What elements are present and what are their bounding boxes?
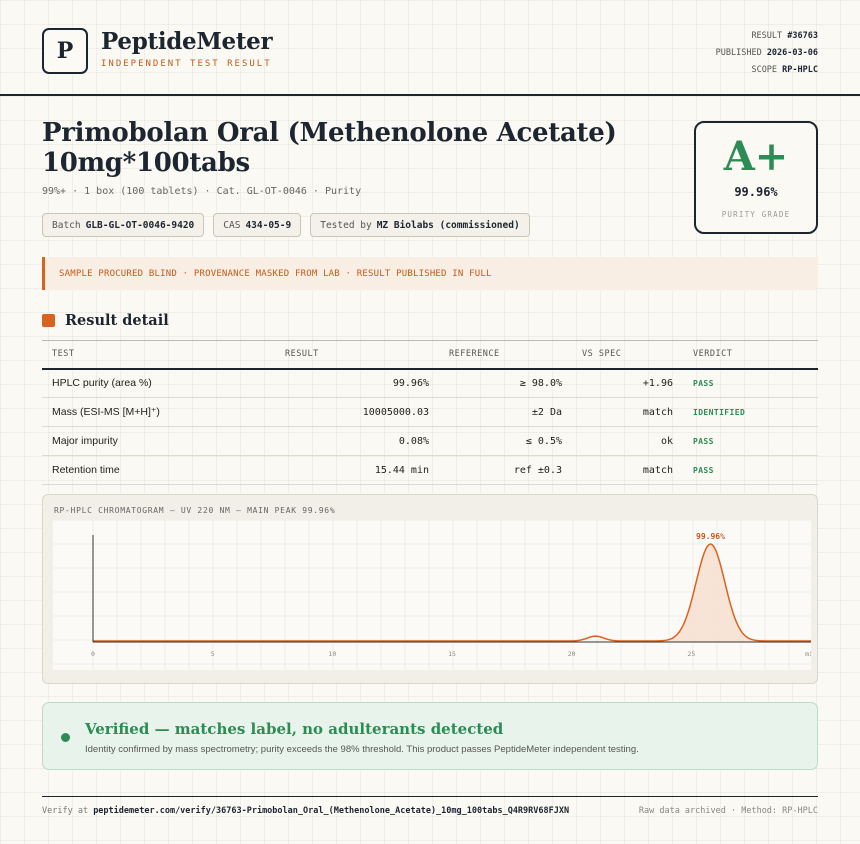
result-id-row: RESULT #36763 [716,28,818,45]
test-result: 10005000.03 [275,397,439,427]
table-header-row: TEST RESULT REFERENCE VS SPEC VERDICT [42,340,818,370]
chip-value: GLB-GL-OT-0046-9420 [85,219,195,231]
verified-status-icon [61,733,70,742]
provenance-notice: SAMPLE PROCURED BLIND · PROVENANCE MASKE… [42,257,818,290]
product-title: Primobolan Oral (Methenolone Acetate) 10… [42,118,617,178]
result-detail-heading: Result detail [42,312,169,329]
col-header-reference: REFERENCE [439,340,572,370]
test-vs-spec: +1.96 [572,368,683,398]
chip-value: 434-05-9 [245,219,292,231]
table-row: Retention time 15.44 min ref ±0.3 match … [42,455,818,485]
result-table: TEST RESULT REFERENCE VS SPEC VERDICT HP… [42,340,818,485]
table-row: Major impurity 0.08% ≤ 0.5% ok PASS [42,426,818,456]
main-peak-fill [653,544,768,642]
product-chips: Batch GLB-GL-OT-0046-9420 CAS 434-05-9 T… [42,213,530,237]
test-reference: ≥ 98.0% [439,368,572,398]
section-title: Result detail [65,312,169,329]
chip-label: CAS [223,219,241,231]
scope-value: RP-HPLC [782,65,818,75]
grade-value: 99.96% [734,185,778,199]
footer-method-note: Raw data archived · Method: RP-HPLC [638,806,818,816]
scope-label: SCOPE [751,65,778,75]
test-result: 0.08% [275,426,439,456]
peak-label: 99.96% [696,532,725,541]
result-meta: RESULT #36763 PUBLISHED 2026-03-06 SCOPE… [716,28,818,79]
verify-link[interactable]: peptidemeter.com/verify/36763-Primobolan… [93,806,570,816]
x-tick-label: 5 [211,650,215,658]
page-header: P PeptideMeter INDEPENDENT TEST RESULT R… [0,0,860,96]
test-name: Mass (ESI-MS [M+H]⁺) [42,397,275,427]
chart-title: RP-HPLC CHROMATOGRAM — UV 220 NM — MAIN … [54,506,336,515]
published-value: 2026-03-06 [766,48,818,58]
test-reference: ref ±0.3 [439,455,572,485]
test-name: HPLC purity (area %) [42,368,275,398]
verdict-badge: PASS [683,426,818,456]
table-row: Mass (ESI-MS [M+H]⁺) 10005000.03 ±2 Da m… [42,397,818,427]
brand-logo[interactable]: P [42,28,88,74]
verify-prefix: Verify at [42,806,89,816]
cas-chip: CAS 434-05-9 [213,213,302,237]
x-tick-label: 15 [448,650,456,658]
test-vs-spec: match [572,455,683,485]
test-name: Retention time [42,455,275,485]
result-id-label: RESULT [751,31,783,41]
verified-title: Verified — matches label, no adulterants… [85,720,504,738]
verdict-badge: PASS [683,455,818,485]
verify-link-row: Verify at peptidemeter.com/verify/36763-… [42,806,569,816]
x-tick-label: 0 [91,650,95,658]
test-name: Major impurity [42,426,275,456]
verdict-badge: IDENTIFIED [683,397,818,427]
chromatogram-chart: 0 5 10 15 20 25 min 99.96% [53,520,811,670]
x-tick-label: min [805,650,811,658]
table-row: HPLC purity (area %) 99.96% ≥ 98.0% +1.9… [42,368,818,398]
result-id-value: #36763 [787,31,818,41]
test-reference: ≤ 0.5% [439,426,572,456]
purity-grade-card: A+ 99.96% PURITY GRADE [694,121,818,234]
grade-letter: A+ [723,133,789,180]
test-result: 99.96% [275,368,439,398]
brand-name[interactable]: PeptideMeter [101,28,273,55]
verified-body: Identity confirmed by mass spectrometry;… [85,744,639,755]
test-vs-spec: ok [572,426,683,456]
x-tick-labels: 0 5 10 15 20 25 min [91,650,811,658]
chip-label: Tested by [320,219,372,231]
chromatogram-line [93,543,811,642]
col-header-vs-spec: VS SPEC [572,340,683,370]
batch-chip: Batch GLB-GL-OT-0046-9420 [42,213,205,237]
product-subline: 99%+ · 1 box (100 tablets) · Cat. GL-OT-… [42,186,362,197]
col-header-verdict: VERDICT [683,340,818,370]
chromatogram-panel: RP-HPLC CHROMATOGRAM — UV 220 NM — MAIN … [42,494,818,684]
verified-banner: Verified — matches label, no adulterants… [42,702,818,770]
chip-label: Batch [52,219,81,231]
published-row: PUBLISHED 2026-03-06 [716,45,818,62]
verdict-badge: PASS [683,368,818,398]
grade-label: PURITY GRADE [721,210,791,219]
chip-value: MZ Biolabs (commissioned) [376,219,520,231]
col-header-test: TEST [42,340,275,370]
x-tick-label: 10 [328,650,336,658]
col-header-result: RESULT [275,340,439,370]
test-reference: ±2 Da [439,397,572,427]
footer-divider [42,796,818,797]
plot-background [53,520,811,670]
brand-tagline: INDEPENDENT TEST RESULT [101,59,272,69]
section-marker-icon [42,314,55,327]
tested-by-chip: Tested by MZ Biolabs (commissioned) [310,213,530,237]
published-label: PUBLISHED [715,48,762,58]
x-tick-label: 25 [687,650,695,658]
x-tick-label: 20 [568,650,576,658]
test-result: 15.44 min [275,455,439,485]
test-vs-spec: match [572,397,683,427]
scope-row: SCOPE RP-HPLC [716,62,818,79]
